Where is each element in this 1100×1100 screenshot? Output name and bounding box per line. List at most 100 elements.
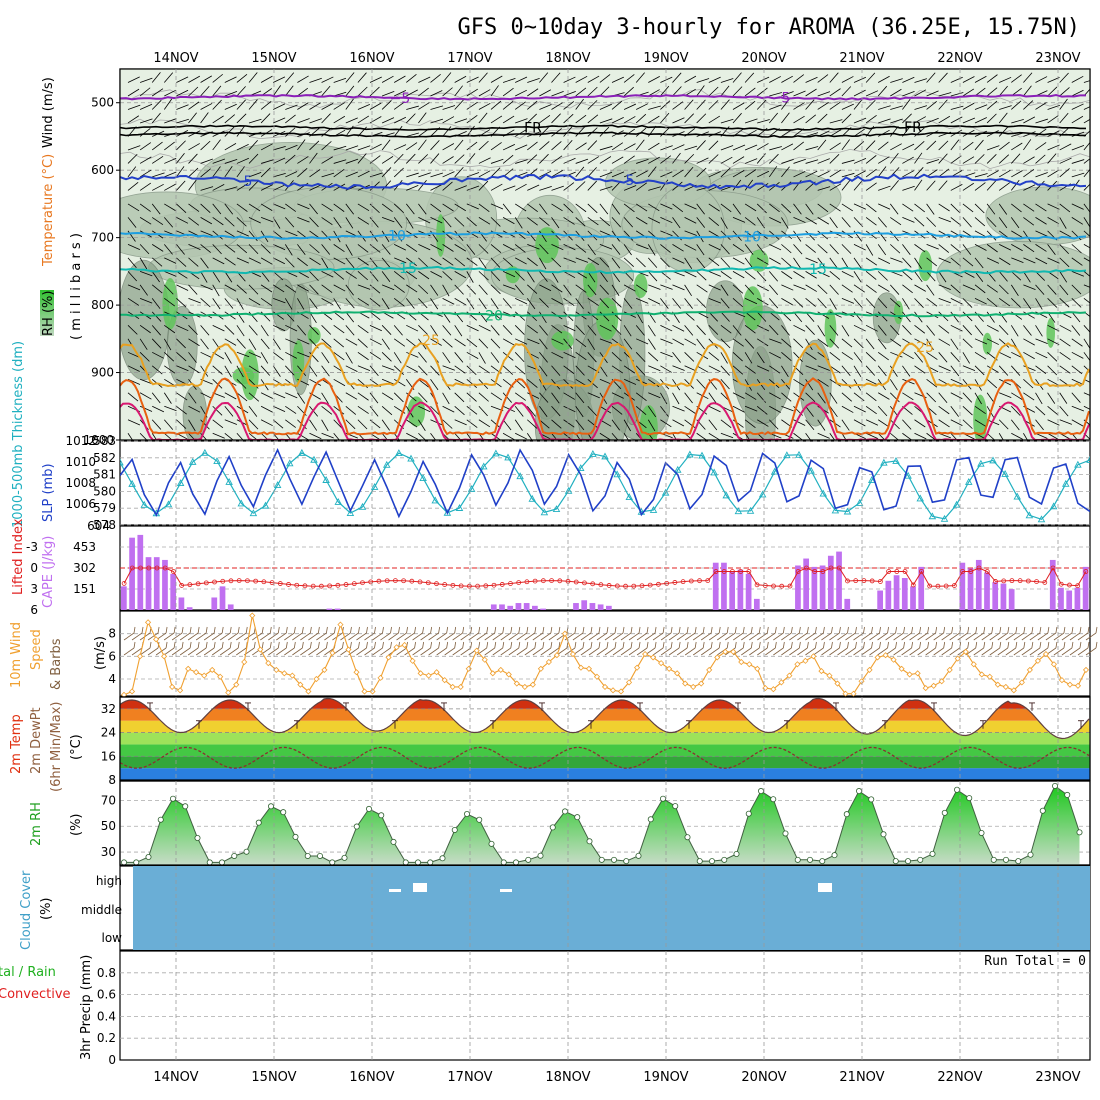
wind-barb: [732, 365, 744, 375]
wind-barb: [442, 352, 451, 364]
wind10-barb-flag: [582, 626, 585, 634]
wind-barb: [466, 125, 475, 137]
wind-barb: [853, 338, 864, 349]
wind-barb: [1023, 217, 1035, 226]
wind-barb: [744, 87, 756, 97]
wind-barb: [781, 297, 793, 306]
thickness-series: [120, 448, 1090, 523]
wind10-barb: [925, 632, 936, 641]
wind-barb: [781, 284, 794, 291]
wind-barb: [309, 203, 318, 215]
wind-barb: [260, 100, 272, 110]
wind-barb: [647, 166, 657, 178]
wind-barb: [805, 146, 819, 151]
cape-bar: [901, 578, 908, 610]
wind-barb: [599, 338, 613, 344]
wind10-barb: [901, 647, 912, 656]
wind-barb: [1023, 311, 1035, 319]
wind10-point: [954, 655, 961, 662]
thickness-point: [298, 448, 306, 456]
thickness-point: [540, 508, 549, 516]
temp2m-tick-label: 8: [108, 773, 116, 787]
wind-barb: [454, 154, 465, 164]
lifted-point: [129, 565, 135, 571]
wind-barb: [575, 126, 585, 137]
wind10-barb-flag: [895, 641, 897, 649]
wind10-barb: [460, 632, 471, 641]
wind-barb: [454, 432, 462, 440]
isotherm-label-15: 15: [399, 261, 417, 277]
wind10-panel: 468: [108, 610, 1098, 698]
wind-barb: [587, 325, 597, 336]
wind-barb: [914, 352, 924, 363]
lifted-tick-label: 6: [30, 603, 38, 617]
rh2m-point: [831, 852, 838, 859]
wind-barb: [587, 100, 598, 110]
wind-barb: [309, 169, 321, 178]
lifted-point: [639, 583, 645, 589]
wind-barb: [297, 217, 310, 223]
wind-barb: [575, 98, 584, 110]
wind-barb: [974, 405, 986, 414]
wind-barb: [648, 365, 661, 372]
wind10-barb: [219, 647, 231, 656]
wind-barb: [273, 76, 286, 83]
wind-barb: [877, 419, 890, 428]
thickness-point: [528, 494, 537, 502]
wind10-barb: [596, 647, 608, 656]
wind-barb: [1047, 86, 1058, 97]
wind10-point: [1050, 661, 1057, 668]
wind-barb: [381, 117, 395, 124]
rh2m-point: [696, 858, 703, 865]
wind-barb: [442, 126, 452, 137]
cloud-fill: [133, 866, 1090, 950]
wind-barb: [430, 105, 444, 110]
wind-barb: [502, 325, 513, 336]
wind-barb: [1059, 365, 1071, 374]
cape-bar: [795, 565, 801, 610]
wind-barb: [648, 203, 660, 212]
wind-barb: [490, 167, 501, 178]
wind-barb: [853, 298, 863, 309]
wind-barb: [1071, 351, 1084, 359]
wind-barb: [514, 284, 524, 296]
wind10-barb: [773, 632, 784, 641]
wind-barb: [454, 166, 464, 178]
wind10-point: [481, 656, 488, 663]
wind-barb: [599, 203, 609, 215]
wind-barb: [672, 419, 685, 427]
wind-barb: [430, 325, 439, 337]
wind-barb: [648, 142, 660, 151]
wind-barb: [151, 155, 164, 164]
wind-barb: [938, 297, 952, 304]
wind-barb: [974, 297, 987, 305]
wind-barb: [708, 419, 718, 431]
wind-barb: [974, 203, 985, 214]
wind-barb: [696, 167, 707, 178]
wind10-barb-flag: [293, 641, 296, 649]
wind-barb: [708, 325, 719, 335]
wind-barb: [515, 257, 527, 265]
wind-barb: [454, 271, 467, 279]
wind10-barb-flag: [807, 626, 809, 634]
wind-barb: [418, 257, 429, 268]
wind10-point: [810, 653, 817, 660]
wind-barb: [236, 298, 244, 310]
wind-barb: [406, 105, 419, 110]
wind-barb: [405, 217, 414, 229]
lifted-point: [1034, 579, 1039, 584]
wind-barb: [1059, 87, 1070, 97]
wind-barb: [442, 203, 454, 212]
wind-barb: [466, 203, 479, 210]
wind-barb: [635, 405, 647, 416]
wind10-barb: [203, 647, 215, 656]
wind-barb: [284, 85, 294, 97]
wind-barb: [998, 203, 1008, 215]
wind-barb: [200, 257, 209, 269]
wind10-point: [802, 657, 809, 664]
wind-barb: [1011, 392, 1023, 400]
cape-bar: [326, 608, 333, 610]
wind-barb: [357, 86, 368, 97]
